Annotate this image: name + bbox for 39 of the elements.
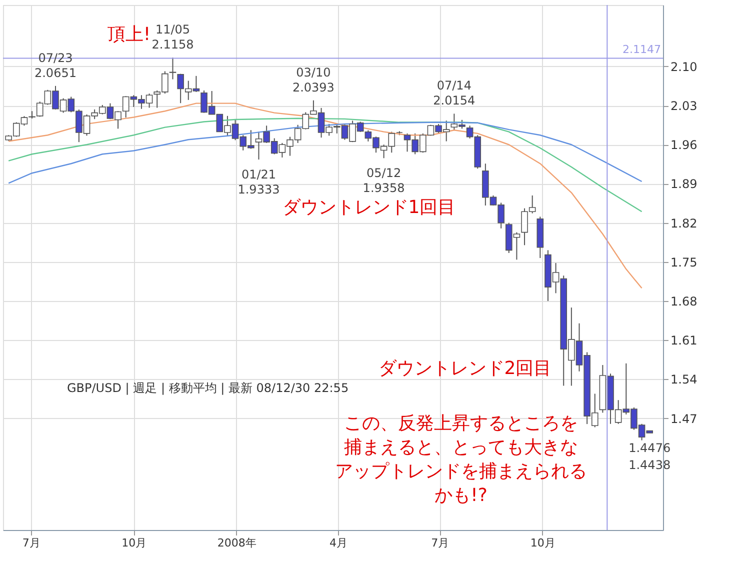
y-tick-label: 1.82 [670, 216, 698, 230]
y-tick-label: 1.68 [670, 294, 698, 309]
x-tick-label: 7月 [22, 536, 40, 550]
x-tick-label: 2008年 [217, 536, 256, 550]
y-tick-label: 1.96 [670, 138, 698, 152]
annotation: 頂上! [107, 24, 151, 45]
annotation: この、反発上昇するところを [344, 413, 578, 434]
annotation: 05/12 [366, 166, 402, 180]
annotation: 2.0651 [34, 66, 76, 80]
annotation: 1.9333 [238, 182, 280, 197]
annotation: 03/10 [296, 65, 331, 80]
x-tick-label: 7月 [431, 536, 450, 550]
y-tick-label: 1.61 [670, 334, 698, 348]
y-tick-label: 2.03 [670, 99, 698, 114]
ref-line-label: 2.1147 [622, 43, 661, 56]
annotation: ダウントレンド2回目 [378, 358, 552, 379]
y-tick-label: 1.89 [670, 177, 698, 192]
candlestick [169, 57, 176, 80]
annotation: アップトレンドを捕まえられる [335, 461, 587, 482]
x-tick-label: 10月 [122, 536, 147, 550]
x-tick-label: 10月 [530, 536, 556, 550]
y-tick-label: 1.75 [670, 255, 698, 270]
annotation: かも!? [434, 485, 488, 506]
x-tick-label: 4月 [330, 536, 348, 550]
y-tick-label: 2.10 [670, 60, 698, 74]
annotation: ダウントレンド1回目 [282, 197, 456, 218]
annotation: 07/23 [38, 50, 73, 65]
y-tick-label: 1.54 [670, 372, 698, 387]
annotation: 11/05 [155, 22, 190, 37]
line-series [8, 122, 642, 184]
annotation: 01/21 [241, 168, 276, 182]
annotation: GBP/USD | 週足 | 移動平均 | 最新 08/12/30 22:55 [67, 381, 349, 395]
annotation: 捕まえると、とっても大きな [344, 437, 578, 458]
annotation: 2.1158 [152, 38, 194, 52]
annotation: 2.0393 [292, 80, 334, 94]
y-tick-label: 1.47 [670, 412, 698, 426]
annotation: 1.9358 [362, 181, 405, 196]
annotation: 2.0154 [433, 94, 476, 108]
annotation: 07/14 [436, 78, 472, 93]
